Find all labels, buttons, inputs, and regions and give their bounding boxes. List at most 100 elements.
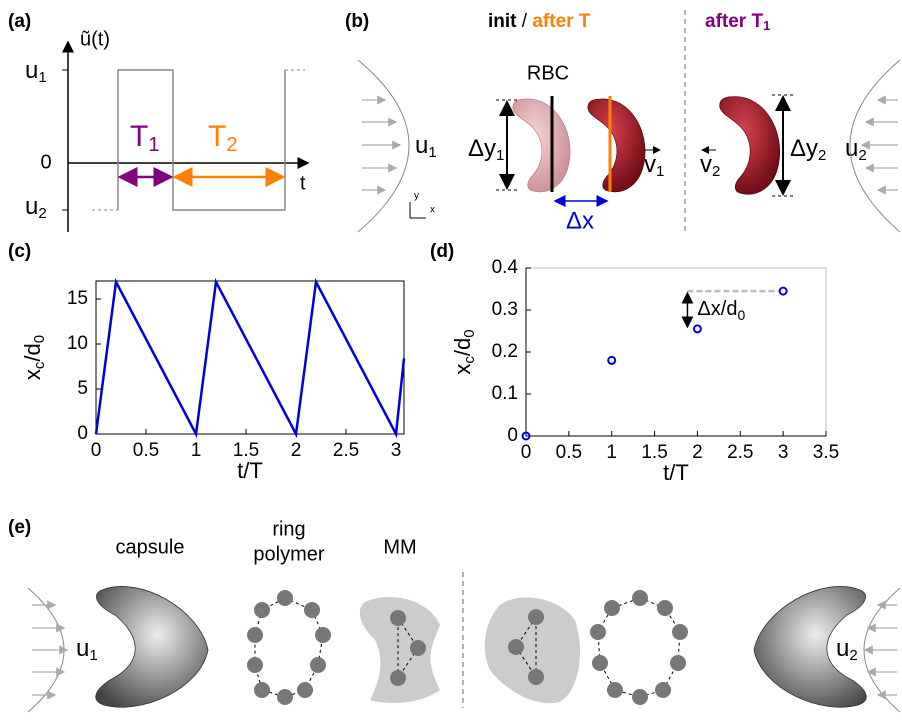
x-tick-label: 2.5 [333,440,359,461]
capsule-shape [96,586,208,707]
axis-label: x [430,205,435,216]
text: / [517,11,533,32]
text: 0 [461,329,478,337]
text: after T [705,11,763,32]
text: 2 [226,134,237,156]
rbc-after-T [588,99,645,192]
text: v [700,151,712,178]
level-label: u2 [25,193,47,222]
x-tick-label: 3 [391,440,402,461]
x-tick-label: 0.5 [556,442,582,463]
text: T [130,120,148,153]
text: /d [450,338,475,356]
x-tick-label: 2 [291,440,302,461]
x-tick-label: 0 [91,440,102,461]
panel-label: (b) [345,11,369,32]
y-tick-label: 0.3 [492,299,518,320]
dy-label: Δy2 [790,135,826,164]
panel-b: (b) init / after T after T1 u1 y x RBC Δ… [345,10,900,234]
flow-label: u2 [845,135,867,164]
text: x [20,369,45,380]
y-tick-label: 5 [77,378,88,399]
axis-label: t [300,172,306,194]
text: u [415,132,428,159]
figure: (a) ũ(t) t 0 u1 u2 T1 T2 (b) init / afte… [0,0,902,716]
x-tick-label: 0 [521,442,532,463]
text: 1 [428,144,436,161]
period-label: T1 [130,120,159,156]
flow-arrows [865,605,897,695]
text: 2 [818,147,826,164]
level-label: u1 [25,57,47,86]
rbc-after-T1 [720,97,780,195]
text: 1 [148,134,159,156]
ring-beads [590,590,688,705]
model-label: MM [383,536,416,558]
text: u [76,635,89,662]
text: after T [532,11,590,32]
axis-label: y [414,191,419,202]
x-tick-label: 0.5 [133,440,159,461]
text: 2 [38,205,46,222]
panel-label: (c) [8,241,31,262]
text: x [450,364,475,375]
y-axis-label: xc/d0 [450,329,478,374]
text: 0 [737,307,745,323]
cell-label: RBC [527,62,569,84]
text: 1 [763,18,770,33]
model-label: polymer [253,543,324,565]
y-axis-label: xc/d0 [20,335,48,380]
velocity-label: v2 [700,151,720,180]
panel-e: (e) capsule ring polymer MM u1 u2 [8,517,900,712]
flow-label: u1 [415,132,437,161]
flow-arrows [862,100,898,190]
text: u [25,193,38,220]
text: u [25,57,38,84]
text: v [644,151,656,178]
text: 1 [656,163,664,180]
flow-arrows [362,100,400,190]
text: 1 [496,147,504,164]
text: 2 [849,647,857,664]
model-label: capsule [116,536,185,558]
panel-a: (a) ũ(t) t 0 u1 u2 T1 T2 [8,11,308,232]
x-tick-label: 1 [191,440,202,461]
text: 1 [38,69,46,86]
text: Δy [790,135,818,162]
text: init [488,11,517,32]
panel-label: (d) [430,241,454,262]
y-tick-label: 0 [507,425,518,446]
text: 0 [31,335,48,343]
period-label: T2 [208,120,237,156]
model-label: ring [272,518,305,540]
rbc-initial [513,99,570,192]
annotation-label: Δx/d0 [697,298,745,322]
x-axis-label: t/T [237,458,263,483]
axis-label: ũ(t) [80,28,110,50]
text: Δx/d [697,298,737,320]
text: 2 [712,163,720,180]
x-tick-label: 3 [778,442,789,463]
axes-icon [410,202,426,218]
text: u [845,135,858,162]
x-tick-label: 3.5 [813,442,839,463]
x-axis-label: t/T [663,460,689,485]
ring-beads [247,590,331,705]
x-tick-label: 1 [606,442,617,463]
y-tick-label: 15 [67,288,88,309]
data-point [694,325,701,332]
text: /d [20,343,45,361]
panel-title: after T1 [705,11,770,33]
data-point [780,288,787,295]
x-tick-label: 2 [692,442,703,463]
text: u [836,635,849,662]
dy-label: Δy1 [468,135,504,164]
wave-dashed [92,70,305,210]
y-tick-label: 0.1 [492,383,518,404]
panel-label: (a) [8,11,31,32]
text: T [208,120,226,153]
y-tick-label: 0.4 [492,257,519,278]
text: Δy [468,135,496,162]
data-point [608,357,615,364]
tick-label: 0 [40,151,51,173]
